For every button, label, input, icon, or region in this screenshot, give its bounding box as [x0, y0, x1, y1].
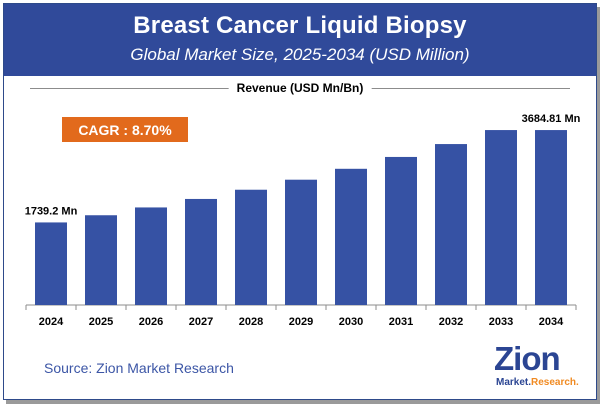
- bar-chart: 2024 2025 2026 2027 2028 2029 2030 2031 2032 2033…: [25, 113, 581, 328]
- x-tick-label-2024: 2024: [39, 316, 64, 328]
- legend: Revenue (USD Mn/Bn): [30, 81, 570, 95]
- bar-2034: [535, 130, 567, 305]
- chart-header: Breast Cancer Liquid Biopsy Global Marke…: [4, 4, 596, 76]
- logo-tagline-market: Market.: [496, 377, 532, 388]
- x-tick-label-2031: 2031: [389, 316, 413, 328]
- bar-2030: [335, 168, 367, 305]
- bar-2025: [85, 215, 117, 305]
- x-tick-label-2034: 2034: [539, 316, 564, 328]
- source-text: Source: Zion Market Research: [44, 360, 234, 376]
- bar-2027: [185, 198, 217, 305]
- x-tick-label-2033: 2033: [489, 316, 513, 328]
- data-label-2024: 1739.2 Mn: [25, 205, 78, 217]
- x-tick-label-2030: 2030: [339, 316, 363, 328]
- x-tick-label-2028: 2028: [239, 316, 263, 328]
- data-label-2034: 3684.81 Mn: [522, 113, 581, 125]
- bar-2031: [385, 156, 417, 305]
- x-tick-label-2032: 2032: [439, 316, 463, 328]
- x-tick-label-2026: 2026: [139, 316, 163, 328]
- chart-subtitle: Global Market Size, 2025-2034 (USD Milli…: [130, 45, 470, 64]
- bar-2029: [285, 179, 317, 305]
- chart-title: Breast Cancer Liquid Biopsy: [133, 12, 467, 39]
- bar-2024: [35, 222, 67, 305]
- chart-frame: Breast Cancer Liquid Biopsy Global Marke…: [3, 3, 597, 400]
- x-tick-label-2025: 2025: [89, 316, 113, 328]
- bar-2032: [435, 144, 467, 305]
- logo-tagline-research: Research.: [531, 377, 579, 388]
- cagr-badge: CAGR : 8.70%: [62, 117, 188, 142]
- logo-brand: Zion: [494, 340, 561, 377]
- logo-wordmark: Zion: [494, 340, 561, 378]
- x-tick-label-2029: 2029: [289, 316, 313, 328]
- bar-2026: [135, 207, 167, 305]
- bar-2028: [235, 189, 267, 305]
- bar-2033: [485, 130, 517, 305]
- logo-tagline: Market.Research.: [496, 377, 579, 388]
- legend-label: Revenue (USD Mn/Bn): [228, 81, 372, 95]
- x-tick-label-2027: 2027: [189, 316, 213, 328]
- zion-logo: Zion Market.Research.: [488, 340, 579, 394]
